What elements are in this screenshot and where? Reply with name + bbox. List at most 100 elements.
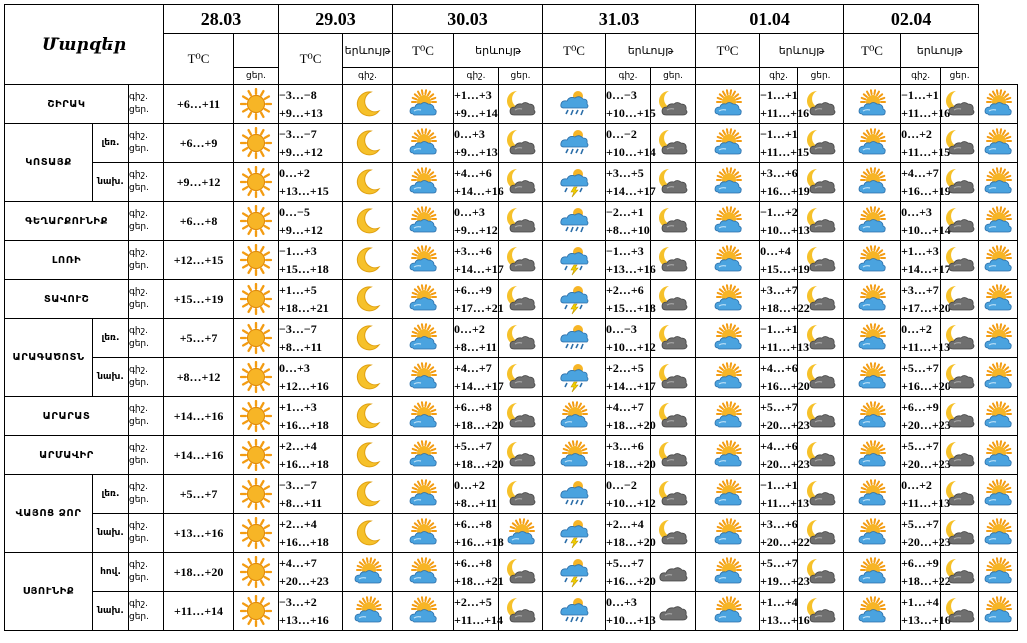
temperature-range: 0…+3 +10…+14 — [900, 201, 951, 241]
temperature-range: 0…−2 +10…+14 — [605, 123, 656, 163]
weather-icon-cell — [392, 396, 455, 436]
temperature-range: +3…+6 +18…+20 — [605, 435, 656, 475]
night-label: գիշ. — [605, 67, 652, 85]
weather-icon-cell — [797, 279, 845, 319]
weather-icon-cell — [542, 591, 607, 631]
weather-icon-cell — [978, 240, 1018, 280]
date-header: 28.03 — [163, 4, 280, 34]
moon-cloud-icon — [651, 205, 695, 237]
sun-icon — [234, 283, 278, 315]
night-temperature: 0…+3 — [279, 361, 310, 375]
moon-icon — [343, 127, 392, 159]
sun-cloud-icon — [979, 322, 1017, 354]
moon-cloud-icon — [499, 244, 542, 276]
weather-icon-cell — [233, 201, 280, 241]
sun-icon — [234, 127, 278, 159]
sun-cloud-icon — [844, 88, 900, 120]
day-temperature: +10…+13 — [606, 613, 656, 627]
night-period-label: գիշ. — [129, 170, 148, 180]
sun-cloud-icon — [393, 166, 453, 198]
sun-cloud-icon — [393, 88, 453, 120]
night-period-label: գիշ. — [129, 599, 148, 609]
temperature-range: −1…+1 +11…+15 — [759, 123, 809, 163]
temperature-range: +2…+6 +15…+18 — [605, 279, 656, 319]
night-temperature: −1…+1 — [760, 322, 798, 336]
moon-cloud-icon — [798, 244, 843, 276]
weather-icon-cell — [940, 318, 980, 358]
sun-cloud-icon — [393, 244, 453, 276]
day-temperature: +14…+17 — [454, 262, 504, 276]
region-row: նախ. գիշ. ցեր. +9…+12 0…+2 +13…+15 +4…+6 +14…+1… — [5, 162, 1018, 202]
weather-icon-cell — [542, 279, 607, 319]
day-period-label: ցեր. — [129, 183, 149, 193]
weather-icon-cell — [392, 591, 455, 631]
rain-icon — [543, 478, 605, 510]
day-temperature: +11…+13 — [901, 340, 951, 354]
day-temperature: +20…+22 — [760, 535, 810, 549]
weather-icon-cell — [542, 474, 607, 514]
period-labels: գիշ. ցեր. — [127, 318, 165, 358]
night-temperature: +6…+9 — [901, 556, 939, 570]
sun-cloud-icon — [844, 283, 900, 315]
weather-icon-cell — [650, 396, 697, 436]
temperature-range: 0…−2 +10…+12 — [605, 474, 656, 514]
sun-cloud-icon — [696, 439, 759, 471]
night-temperature: +3…+6 — [760, 166, 798, 180]
temperature-range: +2…+5 +14…+17 — [605, 357, 656, 397]
day-temperature: +10…+12 — [606, 340, 656, 354]
sun-cloud-icon — [844, 400, 900, 432]
day-temperature: +8…+11 — [454, 340, 498, 354]
temperature-range: +1…+3 +14…+17 — [900, 240, 951, 280]
phenomenon-header: երևույթ — [605, 33, 697, 68]
weather-icon-cell — [498, 513, 544, 553]
day-temperature: +18…+20 — [454, 418, 504, 432]
phenomenon-header: երևույթ — [900, 33, 980, 68]
day-temperature: +14…+17 — [606, 184, 656, 198]
moon-cloud-icon — [499, 88, 542, 120]
day-temperature: +8…+12 — [163, 357, 235, 397]
night-temperature: −3…−7 — [279, 478, 317, 492]
moon-cloud-icon — [941, 322, 978, 354]
night-temperature: +6…+9 — [901, 400, 939, 414]
night-temperature: +4…+7 — [279, 556, 317, 570]
sun-icon — [234, 595, 278, 627]
weather-icon-cell — [797, 435, 845, 475]
weather-icon-cell — [542, 162, 607, 202]
moon-cloud-icon — [499, 205, 542, 237]
weather-icon-cell — [392, 357, 455, 397]
temperature-range: 0…−5 +9…+12 — [278, 201, 344, 241]
temperature-range: −1…+3 +15…+18 — [278, 240, 344, 280]
night-temperature: −3…−7 — [279, 127, 317, 141]
moon-icon — [343, 322, 392, 354]
temperature-range: +6…+8 +18…+20 — [453, 396, 504, 436]
period-labels: գիշ. ցեր. — [127, 201, 165, 241]
temperature-range: +5…+7 +19…+23 — [759, 552, 810, 592]
subregion-label: հով. — [92, 552, 129, 592]
weather-icon-cell — [233, 162, 280, 202]
sun-icon — [234, 439, 278, 471]
sun-cloud-icon — [393, 517, 453, 549]
day-temperature: +16…+18 — [279, 535, 329, 549]
moon-cloud-icon — [499, 478, 542, 510]
weather-icon-cell — [342, 318, 394, 358]
region-row: նախ. գիշ. ցեր. +13…+16 +2…+4 +16…+18 +6…+8 +16…… — [5, 513, 1018, 553]
day-temperature: +10…+13 — [760, 223, 810, 237]
night-temperature: −1…+3 — [279, 244, 317, 258]
storm-icon — [543, 283, 605, 315]
sun-cloud-icon — [979, 439, 1017, 471]
weather-icon-cell — [695, 240, 761, 280]
day-temperature: +13…+16 — [760, 613, 810, 627]
sun-cloud-icon — [696, 205, 759, 237]
moon-icon — [343, 517, 392, 549]
sun-cloud-icon — [979, 478, 1017, 510]
weather-icon-cell — [695, 84, 761, 124]
day-temperature: +16…+19 — [901, 184, 951, 198]
period-labels: գիշ. ցեր. — [127, 162, 165, 202]
day-label: ցեր. — [940, 67, 980, 85]
moon-cloud-icon — [798, 478, 843, 510]
day-label: ցեր. — [650, 67, 697, 85]
day-temperature: +11…+14 — [454, 613, 504, 627]
weather-icon-cell — [392, 162, 455, 202]
weather-icon-cell — [843, 240, 902, 280]
day-temperature: +10…+12 — [606, 496, 656, 510]
